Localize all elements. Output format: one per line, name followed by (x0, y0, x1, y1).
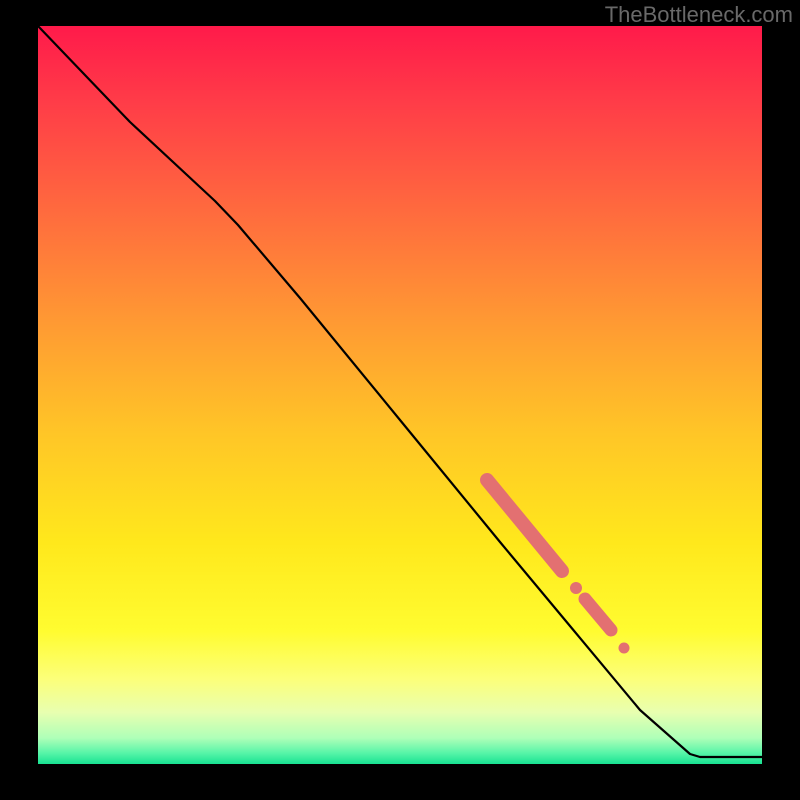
highlight-dot-1 (570, 582, 582, 594)
highlight-group (487, 480, 630, 654)
bottleneck-curve (38, 26, 762, 757)
highlight-bar-0 (487, 480, 562, 571)
chart-overlay-svg (0, 0, 800, 800)
watermark-text: TheBottleneck.com (605, 2, 793, 28)
highlight-dot-3 (619, 643, 630, 654)
highlight-bar-2 (585, 599, 611, 630)
